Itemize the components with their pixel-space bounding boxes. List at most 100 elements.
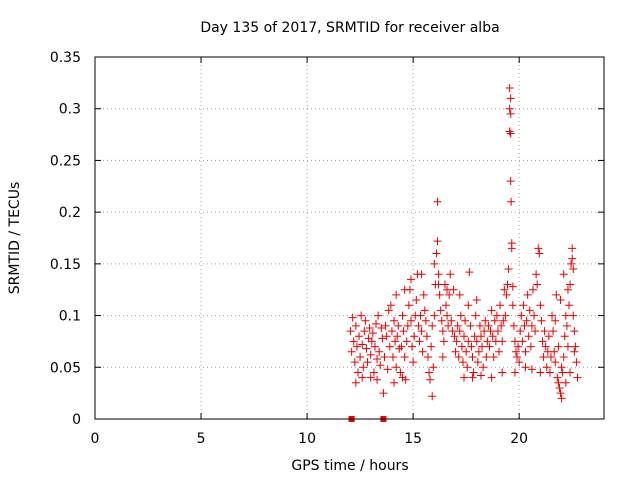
data-point	[421, 316, 430, 325]
data-point	[460, 332, 469, 341]
data-point	[430, 259, 439, 268]
data-point	[441, 301, 450, 310]
data-point	[484, 321, 493, 330]
data-point	[461, 316, 470, 325]
data-point	[527, 365, 536, 374]
data-point	[376, 361, 385, 370]
x-tick-label: 0	[91, 431, 100, 447]
data-point	[521, 347, 530, 356]
data-point	[438, 327, 447, 336]
data-point	[378, 334, 387, 343]
data-point	[570, 347, 579, 356]
data-point	[549, 327, 558, 336]
data-point	[375, 347, 384, 356]
data-point	[394, 321, 403, 330]
data-point	[502, 290, 511, 299]
data-point	[446, 270, 455, 279]
data-point	[447, 316, 456, 325]
data-point	[557, 394, 566, 403]
data-points	[346, 84, 582, 422]
data-point	[443, 285, 452, 294]
data-point	[521, 363, 530, 372]
data-point	[423, 352, 432, 361]
data-point	[489, 352, 498, 361]
data-point	[436, 306, 445, 315]
data-point	[514, 342, 523, 351]
data-point	[531, 327, 540, 336]
data-point	[450, 332, 459, 341]
data-point	[496, 301, 505, 310]
data-point	[554, 378, 563, 387]
data-point	[372, 319, 381, 328]
data-point	[377, 323, 386, 332]
data-point	[404, 301, 413, 310]
data-point	[476, 371, 485, 380]
data-point	[518, 337, 527, 346]
data-point	[455, 327, 464, 336]
data-point	[452, 337, 461, 346]
data-point	[358, 373, 367, 382]
data-point	[433, 197, 442, 206]
data-point	[443, 311, 452, 320]
data-point	[513, 352, 522, 361]
data-point	[539, 352, 548, 361]
data-point	[409, 358, 418, 367]
y-tick-label: 0.35	[50, 50, 81, 66]
data-point	[520, 321, 529, 330]
data-point	[365, 323, 374, 332]
data-point	[420, 306, 429, 315]
data-point	[548, 311, 557, 320]
data-point	[412, 296, 421, 305]
data-point	[392, 290, 401, 299]
data-point	[522, 316, 531, 325]
data-point	[557, 363, 566, 372]
data-point	[457, 342, 466, 351]
data-point	[504, 265, 513, 274]
data-point	[528, 285, 537, 294]
data-point	[510, 368, 519, 377]
data-point	[568, 254, 577, 263]
data-point	[511, 347, 520, 356]
data-point	[515, 358, 524, 367]
data-point	[478, 342, 487, 351]
data-point	[572, 358, 581, 367]
data-point	[361, 316, 370, 325]
data-point	[347, 347, 356, 356]
data-point	[379, 389, 388, 398]
data-point	[559, 352, 568, 361]
data-point	[417, 270, 426, 279]
data-point	[506, 109, 515, 118]
data-point	[474, 347, 483, 356]
data-point	[556, 296, 565, 305]
data-point	[415, 337, 424, 346]
data-point	[414, 321, 423, 330]
data-point	[498, 368, 507, 377]
data-point	[398, 373, 407, 382]
data-point	[546, 352, 555, 361]
data-point	[360, 327, 369, 336]
data-point	[385, 342, 394, 351]
data-point	[505, 84, 514, 93]
data-point	[486, 327, 495, 336]
data-point	[398, 311, 407, 320]
data-point	[369, 368, 378, 377]
data-point	[526, 342, 535, 351]
y-tick-label: 0.2	[59, 205, 81, 221]
data-point	[500, 285, 509, 294]
data-point	[558, 368, 567, 377]
data-point	[492, 311, 501, 320]
data-point	[355, 332, 364, 341]
data-point	[505, 127, 514, 136]
data-point	[507, 197, 516, 206]
data-point	[571, 342, 580, 351]
data-point	[445, 290, 454, 299]
x-tick-label: 20	[510, 431, 528, 447]
data-point	[346, 327, 355, 336]
data-point	[410, 332, 419, 341]
data-point	[536, 301, 545, 310]
data-point	[501, 311, 510, 320]
data-point	[540, 327, 549, 336]
grid	[95, 57, 604, 419]
data-point	[472, 337, 481, 346]
